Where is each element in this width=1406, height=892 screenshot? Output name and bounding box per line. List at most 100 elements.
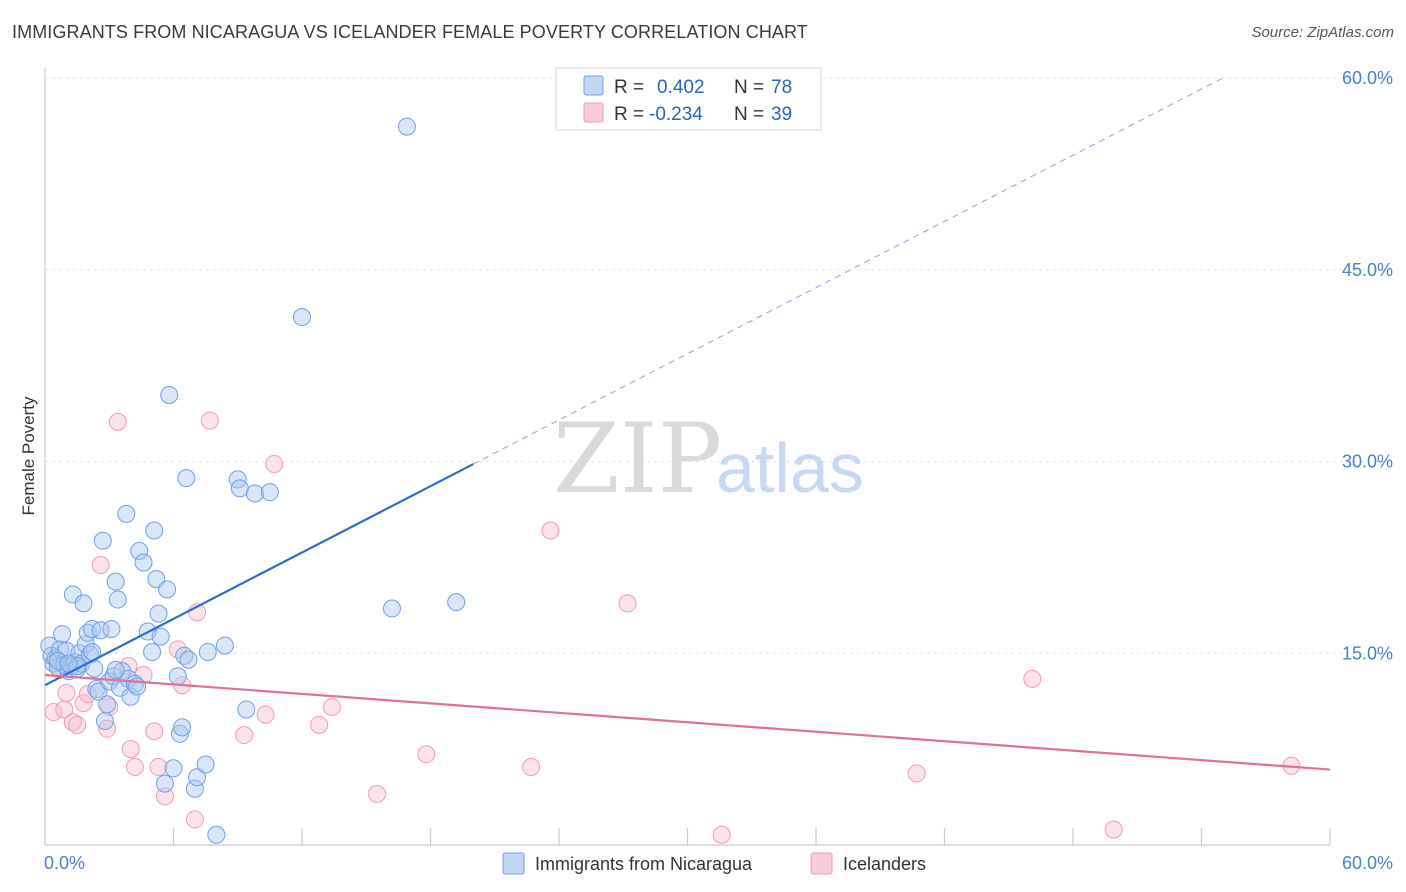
series-nicaragua-points (40, 117, 466, 844)
watermark-atlas: atlas (716, 429, 864, 507)
nicaragua-point (48, 651, 67, 670)
y-tick-label: 30.0% (1342, 452, 1393, 472)
nicaragua-point (185, 779, 204, 798)
nicaragua-point (170, 724, 189, 743)
x-ticks (172, 828, 1331, 845)
nicaragua-point (173, 718, 192, 737)
icelanders-point (100, 697, 119, 716)
nicaragua-point (155, 774, 174, 793)
nicaragua-trend-extension (473, 77, 1224, 465)
icelanders-point (256, 705, 275, 724)
y-tick-labels: 15.0% 30.0% 45.0% 60.0% (1342, 68, 1393, 663)
icelanders-point (68, 715, 87, 734)
icelanders-point (322, 697, 341, 716)
icelanders-point (91, 556, 110, 575)
nicaragua-point (63, 585, 82, 604)
nicaragua-point (228, 470, 247, 489)
nicaragua-point (149, 604, 168, 623)
nicaragua-point (102, 619, 121, 638)
icelanders-point (265, 455, 284, 474)
icelanders-point (1023, 669, 1042, 688)
icelanders-point (74, 694, 93, 713)
icelanders-point (78, 685, 97, 704)
nicaragua-point (196, 755, 215, 774)
bottom-legend-label-icelanders: Icelanders (843, 854, 926, 874)
y-axis-label: Female Poverty (19, 396, 38, 516)
nicaragua-trend-line (44, 463, 474, 687)
nicaragua-point (151, 627, 170, 646)
icelanders-point (200, 411, 219, 430)
series-icelanders-points (44, 411, 1301, 844)
legend-r-value-2: -0.234 (649, 104, 703, 125)
nicaragua-point (245, 484, 264, 503)
legend-n-label-2: N = (734, 104, 764, 125)
icelanders-point (907, 764, 926, 783)
icelanders-point (155, 787, 174, 806)
bottom-legend-swatch-icelanders (810, 852, 833, 875)
legend-n-value-2: 39 (771, 104, 792, 125)
icelanders-point (541, 521, 560, 540)
icelanders-point (44, 703, 63, 722)
gridlines (45, 77, 1395, 654)
nicaragua-point (98, 695, 117, 714)
bottom-legend: Immigrants from Nicaragua Icelanders (502, 852, 926, 875)
nicaragua-point (108, 590, 127, 609)
trend-lines (44, 77, 1331, 771)
nicaragua-point (177, 469, 196, 488)
nicaragua-point (397, 117, 416, 136)
nicaragua-point (188, 768, 207, 787)
legend-swatch-icelanders (583, 102, 604, 123)
nicaragua-point (179, 650, 198, 669)
nicaragua-point (93, 531, 112, 550)
legend-r-label-2: R = (614, 104, 644, 125)
nicaragua-point (95, 712, 114, 731)
nicaragua-point (168, 667, 187, 686)
legend-r-value-1: 0.402 (657, 77, 705, 98)
y-tick-label: 15.0% (1342, 643, 1393, 663)
icelanders-point (618, 594, 637, 613)
nicaragua-point (164, 759, 183, 778)
bottom-legend-swatch-nicaragua (502, 852, 525, 875)
icelanders-point (235, 726, 254, 745)
x-tick-label-min: 0.0% (44, 853, 85, 873)
y-tick-label: 45.0% (1342, 260, 1393, 280)
nicaragua-point (143, 642, 162, 661)
icelanders-point (1104, 820, 1123, 839)
icelanders-point (121, 740, 140, 759)
nicaragua-point (134, 553, 153, 572)
nicaragua-point (447, 593, 466, 612)
icelanders-point (149, 758, 168, 777)
nicaragua-point (106, 572, 125, 591)
nicaragua-point (207, 825, 226, 844)
legend-n-label-1: N = (734, 77, 764, 98)
legend-r-label-1: R = (614, 77, 644, 98)
icelanders-point (98, 719, 117, 738)
nicaragua-point (237, 700, 256, 719)
nicaragua-point (117, 504, 136, 523)
nicaragua-point (145, 521, 164, 540)
x-tick-label-max: 60.0% (1342, 853, 1393, 873)
bottom-legend-label-nicaragua: Immigrants from Nicaragua (535, 854, 753, 874)
nicaragua-point (382, 599, 401, 618)
icelanders-point (108, 412, 127, 431)
icelanders-point (125, 758, 144, 777)
nicaragua-point (215, 636, 234, 655)
icelanders-point (417, 745, 436, 764)
icelanders-point (185, 810, 204, 829)
legend-box: R = 0.402 N = 78 R = -0.234 N = 39 (555, 67, 822, 131)
nicaragua-point (53, 625, 72, 644)
watermark-zip: ZIP (553, 403, 722, 515)
icelanders-point (522, 758, 541, 777)
icelanders-point (57, 683, 76, 702)
legend-swatch-nicaragua (583, 75, 604, 96)
nicaragua-point (130, 541, 149, 560)
nicaragua-point (76, 635, 95, 654)
nicaragua-point (230, 479, 249, 498)
icelanders-trend-line (44, 673, 1331, 771)
nicaragua-point (106, 660, 125, 679)
source-credit: Source: ZipAtlas.com (1251, 24, 1394, 41)
nicaragua-point (158, 580, 177, 599)
icelanders-point (310, 715, 329, 734)
watermark: ZIP atlas (553, 403, 864, 515)
